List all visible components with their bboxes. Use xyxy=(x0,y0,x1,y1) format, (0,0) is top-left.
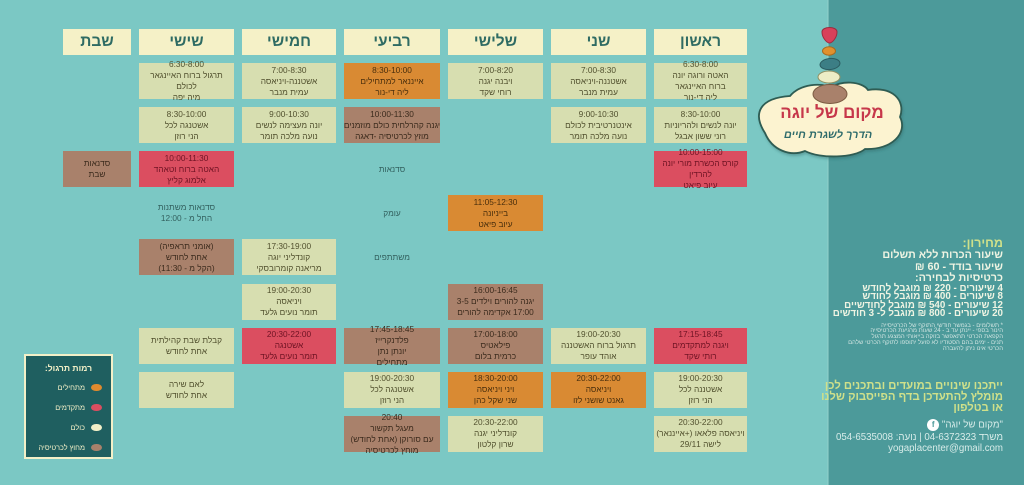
svg-text:הדרך לשגרת חיים: הדרך לשגרת חיים xyxy=(784,128,872,141)
svg-text:מקום של יוגה: מקום של יוגה xyxy=(780,103,883,122)
